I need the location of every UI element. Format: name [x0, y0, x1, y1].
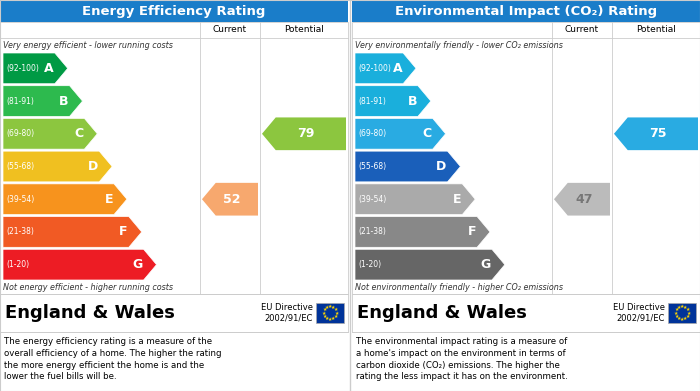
Text: ★: ★: [673, 310, 678, 316]
Text: (55-68): (55-68): [358, 162, 386, 171]
Text: ★: ★: [333, 314, 337, 319]
Text: EU Directive
2002/91/EC: EU Directive 2002/91/EC: [261, 303, 313, 323]
Polygon shape: [262, 117, 346, 150]
Text: ★: ★: [321, 310, 326, 316]
Text: The environmental impact rating is a measure of
a home's impact on the environme: The environmental impact rating is a mea…: [356, 337, 568, 381]
Text: 47: 47: [575, 193, 593, 206]
Polygon shape: [355, 249, 505, 280]
Polygon shape: [3, 118, 97, 149]
Text: 75: 75: [650, 127, 667, 140]
Polygon shape: [3, 217, 141, 247]
Polygon shape: [3, 53, 68, 84]
Bar: [0, 0, 348, 22]
Bar: [316, 303, 344, 323]
Text: ★: ★: [686, 310, 691, 316]
Bar: [0, 294, 348, 332]
Bar: [0, 22, 348, 294]
Text: ★: ★: [333, 307, 337, 312]
Text: ★: ★: [674, 307, 678, 312]
Text: ★: ★: [322, 314, 327, 319]
Text: (69-80): (69-80): [6, 129, 34, 138]
Text: ★: ★: [685, 314, 690, 319]
Text: ★: ★: [683, 305, 687, 310]
Text: England & Wales: England & Wales: [357, 304, 527, 322]
Text: Potential: Potential: [284, 25, 324, 34]
Text: Not environmentally friendly - higher CO₂ emissions: Not environmentally friendly - higher CO…: [355, 283, 563, 292]
Text: A: A: [393, 62, 402, 75]
Text: ★: ★: [677, 305, 681, 310]
Text: ★: ★: [674, 314, 678, 319]
Text: (92-100): (92-100): [358, 64, 391, 73]
Text: 79: 79: [298, 127, 315, 140]
Text: Potential: Potential: [636, 25, 676, 34]
Text: (21-38): (21-38): [6, 228, 34, 237]
Polygon shape: [355, 217, 490, 247]
Text: F: F: [119, 226, 128, 239]
Polygon shape: [355, 53, 416, 84]
Text: (81-91): (81-91): [358, 97, 386, 106]
Text: ★: ★: [331, 305, 335, 310]
Text: C: C: [423, 127, 432, 140]
Text: Environmental Impact (CO₂) Rating: Environmental Impact (CO₂) Rating: [395, 5, 657, 18]
Text: B: B: [59, 95, 69, 108]
Text: Not energy efficient - higher running costs: Not energy efficient - higher running co…: [3, 283, 173, 292]
Text: (1-20): (1-20): [358, 260, 381, 269]
Text: ★: ★: [334, 310, 339, 316]
Text: Very energy efficient - lower running costs: Very energy efficient - lower running co…: [3, 41, 173, 50]
Text: Current: Current: [565, 25, 599, 34]
Text: B: B: [407, 95, 417, 108]
Polygon shape: [355, 151, 461, 182]
Text: (69-80): (69-80): [358, 129, 386, 138]
Text: (1-20): (1-20): [6, 260, 29, 269]
Text: A: A: [44, 62, 54, 75]
Text: ★: ★: [677, 316, 681, 321]
Text: ★: ★: [325, 316, 329, 321]
Text: Current: Current: [213, 25, 247, 34]
Text: ★: ★: [322, 307, 327, 312]
Text: Energy Efficiency Rating: Energy Efficiency Rating: [83, 5, 266, 18]
Text: G: G: [481, 258, 491, 271]
Bar: [352, 0, 700, 22]
Text: (21-38): (21-38): [358, 228, 386, 237]
Bar: [668, 303, 696, 323]
Text: (55-68): (55-68): [6, 162, 34, 171]
Polygon shape: [614, 117, 698, 150]
Text: E: E: [453, 193, 461, 206]
Polygon shape: [355, 118, 446, 149]
Text: England & Wales: England & Wales: [5, 304, 175, 322]
Text: (39-54): (39-54): [358, 195, 386, 204]
Text: ★: ★: [328, 317, 332, 322]
Text: ★: ★: [685, 307, 690, 312]
Text: Very environmentally friendly - lower CO₂ emissions: Very environmentally friendly - lower CO…: [355, 41, 563, 50]
Polygon shape: [355, 86, 430, 117]
Polygon shape: [3, 86, 83, 117]
Polygon shape: [554, 183, 610, 215]
Text: C: C: [74, 127, 83, 140]
Bar: [352, 22, 700, 294]
Text: (81-91): (81-91): [6, 97, 34, 106]
Text: ★: ★: [328, 304, 332, 309]
Polygon shape: [202, 183, 258, 215]
Text: ★: ★: [680, 317, 684, 322]
Text: The energy efficiency rating is a measure of the
overall efficiency of a home. T: The energy efficiency rating is a measur…: [4, 337, 221, 381]
Polygon shape: [3, 184, 127, 215]
Polygon shape: [3, 151, 112, 182]
Text: E: E: [104, 193, 113, 206]
Text: D: D: [436, 160, 447, 173]
Polygon shape: [355, 184, 475, 215]
Text: D: D: [88, 160, 98, 173]
Text: (92-100): (92-100): [6, 64, 39, 73]
Text: ★: ★: [331, 316, 335, 321]
Text: G: G: [132, 258, 143, 271]
Text: (39-54): (39-54): [6, 195, 34, 204]
Text: F: F: [468, 226, 476, 239]
Polygon shape: [3, 249, 157, 280]
Text: 52: 52: [223, 193, 241, 206]
Text: ★: ★: [680, 304, 684, 309]
Bar: [352, 294, 700, 332]
Text: ★: ★: [325, 305, 329, 310]
Text: ★: ★: [683, 316, 687, 321]
Text: EU Directive
2002/91/EC: EU Directive 2002/91/EC: [613, 303, 665, 323]
